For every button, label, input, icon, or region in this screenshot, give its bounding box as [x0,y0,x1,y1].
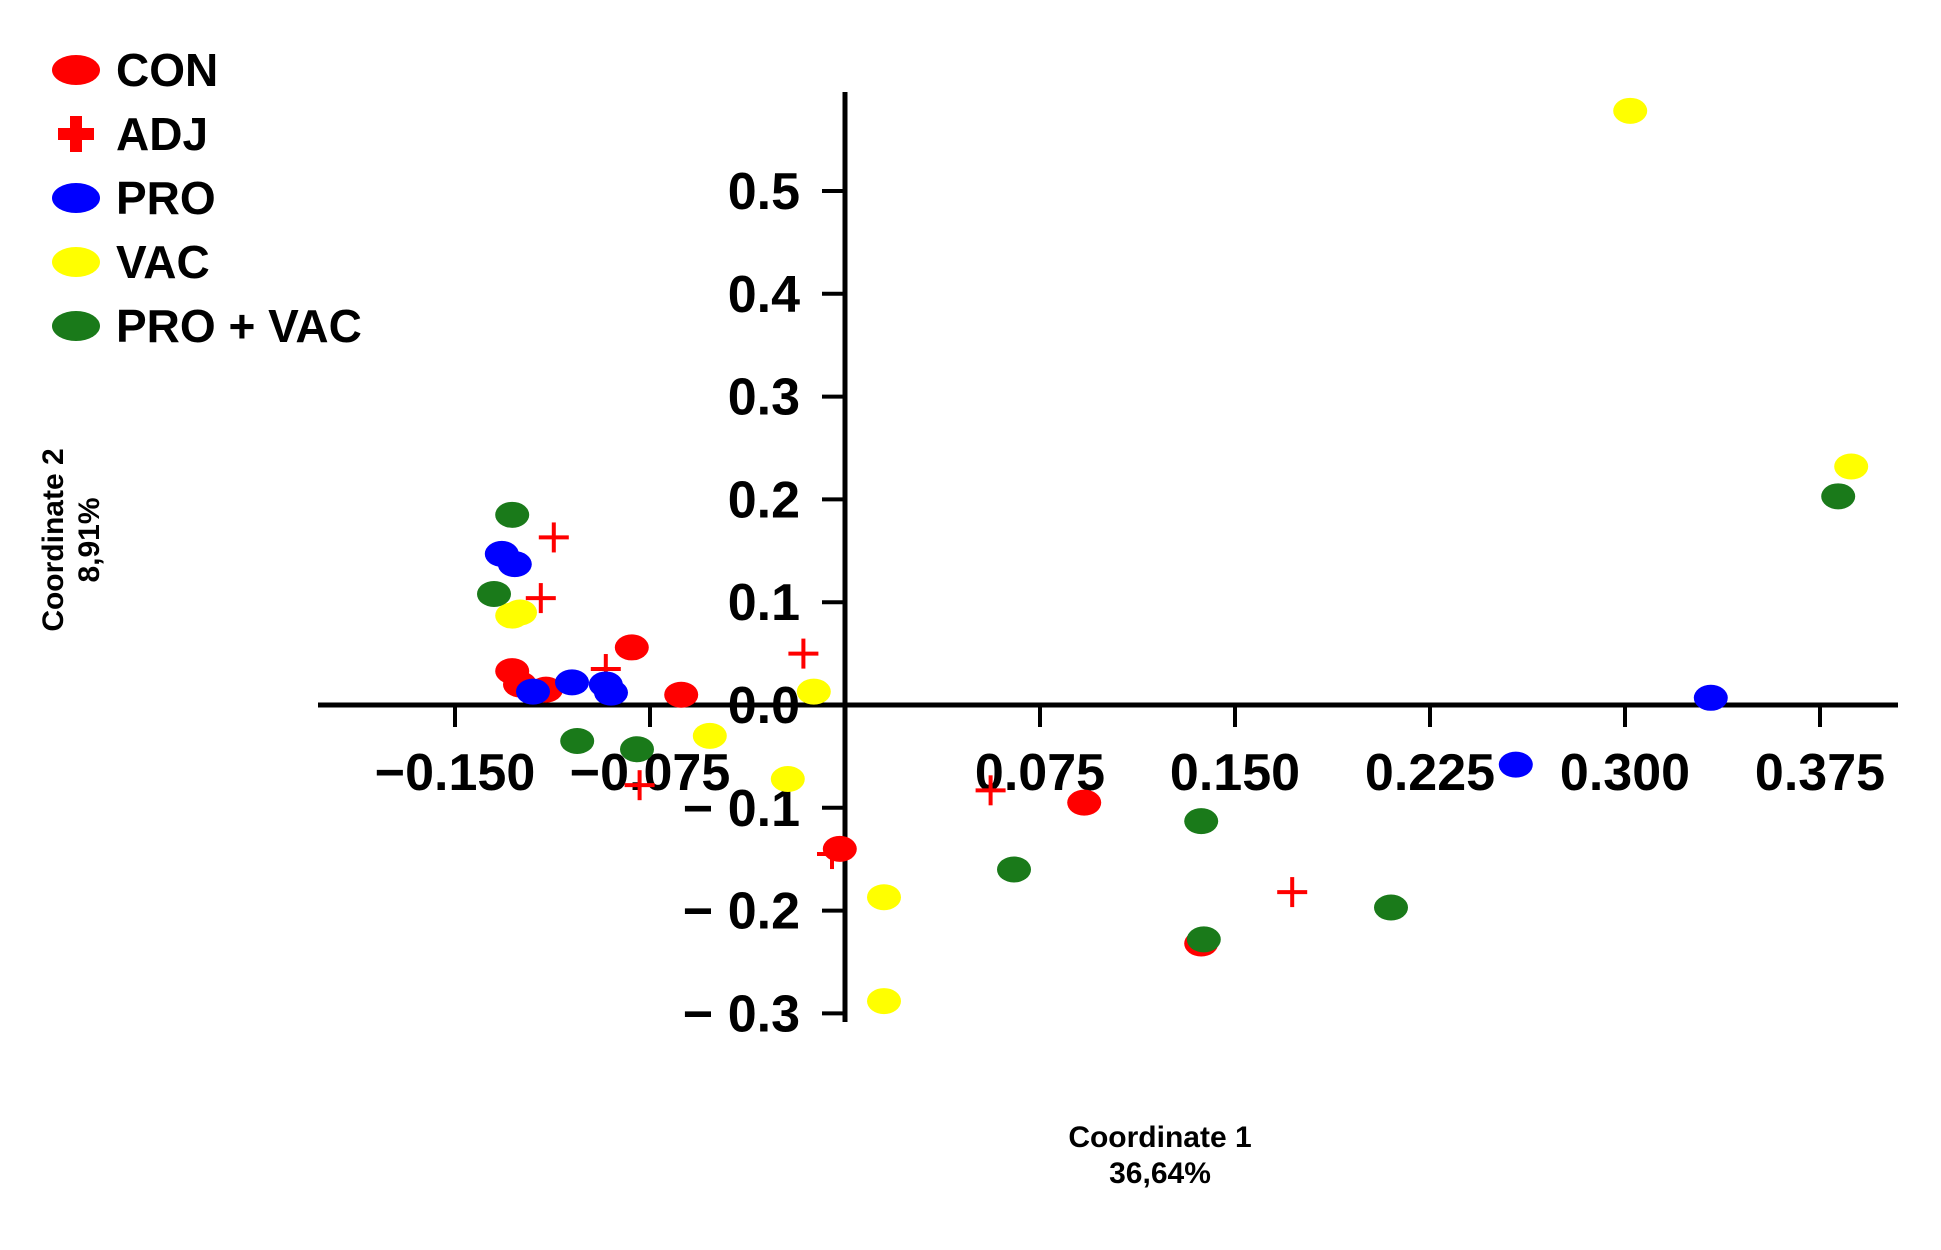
y-tick-label: − 0.3 [683,985,800,1043]
point-pro-vac [997,856,1031,883]
point-adj [975,775,1006,806]
point-pro-vac [1374,894,1408,921]
point-vac [867,988,901,1015]
point-adj [624,770,655,801]
point-pro [516,678,550,705]
legend: CON ADJ PRO VAC PRO + VAC [50,38,362,358]
point-con [822,835,857,862]
legend-swatch-con [52,55,100,85]
point-adj [817,839,847,870]
point-pro-vac [1186,926,1221,953]
point-pro [1693,684,1728,711]
x-tick-label: −0.150 [375,744,536,802]
point-pro-vac [477,580,511,607]
x-axis-title-block: Coordinate 1 36,64% [1000,1120,1320,1192]
data-points [477,97,1869,1015]
point-adj [538,522,569,553]
point-vac [1834,453,1869,480]
point-vac [796,678,831,705]
point-adj [525,583,556,614]
point-con [664,681,699,708]
legend-item-pro-vac: PRO + VAC [50,294,362,358]
legend-item-pro: PRO [50,166,362,230]
legend-swatch-adj [58,116,94,152]
legend-label: PRO + VAC [116,300,362,352]
axes [318,92,1898,1022]
legend-swatch-pro-vac [52,311,100,341]
y-tick-label: 0.2 [728,471,800,529]
y-axis-title-block: Coordinate 2 8,91% [22,340,122,740]
x-axis-title: Coordinate 1 [1068,1121,1252,1154]
x-tick-label: 0.225 [1365,744,1495,802]
point-pro [594,679,628,706]
point-pro [497,551,532,578]
legend-label: VAC [116,236,210,288]
y-tick-label: 0.3 [728,369,800,427]
legend-item-vac: VAC [50,230,362,294]
point-pro-vac [495,501,530,528]
legend-label: PRO [116,172,216,224]
point-vac [692,722,727,749]
y-tick-label: 0.1 [728,574,800,632]
x-tick-label: 0.375 [1755,744,1885,802]
point-pro [555,669,589,696]
point-vac [770,766,805,793]
y-tick-label: 0.4 [728,266,800,324]
y-tick-label: 0.0 [728,677,800,735]
point-pro-vac [1184,808,1219,835]
legend-label: CON [116,44,219,96]
point-pro [1498,751,1533,778]
y-tick-label: 0.5 [728,163,800,221]
point-vac [867,884,901,911]
y-axis-title: Coordinate 2 [37,448,70,632]
point-pro-vac [620,736,654,763]
legend-item-adj: ADJ [50,102,362,166]
y-tick-labels: 0.50.40.30.20.10.0− 0.1− 0.2− 0.3 [683,163,845,1043]
legend-swatch-vac [52,247,100,277]
point-pro-vac [560,727,595,754]
point-vac [1613,97,1648,124]
legend-label: ADJ [116,108,209,160]
point-adj [1277,877,1308,908]
point-vac [503,599,537,626]
point-con [614,634,649,661]
y-tick-label: − 0.2 [683,883,800,941]
x-axis-percentage: 36,64% [1109,1157,1211,1190]
point-con [1067,789,1102,816]
y-axis-percentage: 8,91% [73,497,106,583]
legend-item-con: CON [50,38,362,102]
point-adj [788,638,819,669]
x-tick-label: 0.300 [1560,744,1690,802]
point-pro-vac [1821,483,1856,510]
legend-swatch-pro [52,183,100,213]
x-tick-label: 0.150 [1170,744,1300,802]
x-tick-labels: −0.150 −0.075 0.075 0.150 0.225 0.300 0.375 [375,705,1885,802]
